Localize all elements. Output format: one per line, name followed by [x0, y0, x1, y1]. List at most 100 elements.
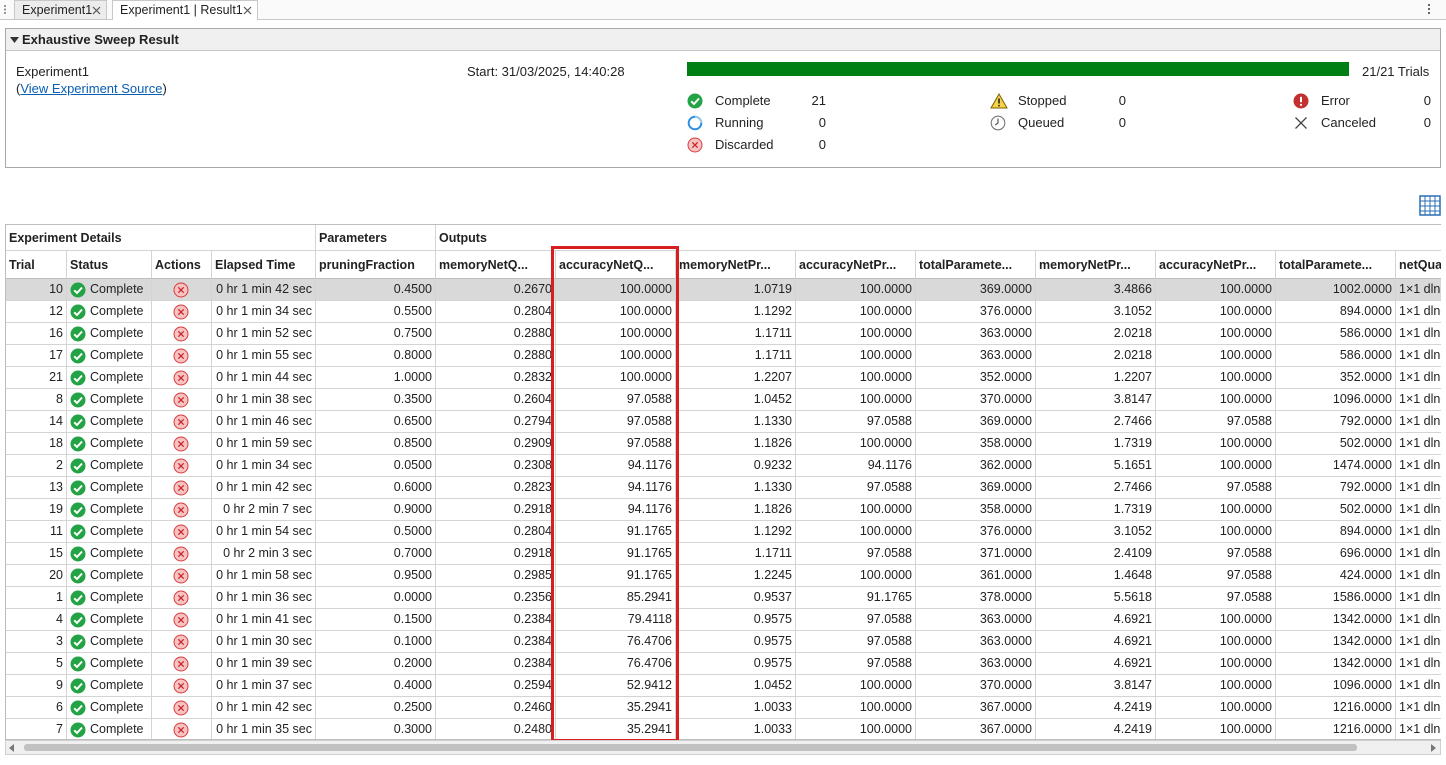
cell-text: 0 hr 1 min 37 sec [216, 678, 312, 692]
table-cell: 1.7319 [1036, 499, 1156, 521]
table-cell: Complete [67, 609, 152, 631]
table-cell: 3.8147 [1036, 675, 1156, 697]
actions-cell [152, 345, 212, 367]
table-row[interactable]: 18 Complete 0 hr 1 min 59 sec 0.8500 0.2909 9… [6, 433, 1441, 455]
table-cell: 1.2207 [1036, 367, 1156, 389]
cell-text: 0 hr 1 min 52 sec [216, 326, 312, 340]
discard-button[interactable] [173, 546, 189, 564]
actions-cell [152, 631, 212, 653]
table-row[interactable]: 12 Complete 0 hr 1 min 34 sec 0.5500 0.2804 1… [6, 301, 1441, 323]
discard-button[interactable] [173, 480, 189, 498]
tab[interactable]: Experiment1 [14, 0, 107, 19]
discard-button[interactable] [173, 436, 189, 454]
status-icon [687, 115, 703, 134]
source-link[interactable]: View Experiment Source [20, 81, 163, 96]
column-header: Actions [152, 251, 212, 279]
table-row[interactable]: 5 Complete 0 hr 1 min 39 sec 0.2000 0.2384 76… [6, 653, 1441, 675]
discard-button[interactable] [173, 458, 189, 476]
scroll-thumb[interactable] [24, 744, 1357, 751]
discard-button[interactable] [173, 502, 189, 520]
cell-text: 0 hr 1 min 42 sec [216, 282, 312, 296]
discard-button[interactable] [173, 304, 189, 322]
discard-button[interactable] [173, 678, 189, 696]
table-row[interactable]: 11 Complete 0 hr 1 min 54 sec 0.5000 0.2804 9… [6, 521, 1441, 543]
table-row[interactable]: 13 Complete 0 hr 1 min 42 sec 0.6000 0.2823 9… [6, 477, 1441, 499]
table-row[interactable]: 1 Complete 0 hr 1 min 36 sec 0.0000 0.2356 85… [6, 587, 1441, 609]
table-row[interactable]: 7 Complete 0 hr 1 min 35 sec 0.3000 0.2480 35… [6, 719, 1441, 739]
table-row[interactable]: 10 Complete 0 hr 1 min 42 sec 0.4500 0.2670 1… [6, 279, 1441, 301]
table-cell: 1.0033 [676, 719, 796, 739]
table-cell: 100.0000 [796, 301, 916, 323]
discard-button[interactable] [173, 700, 189, 718]
panel-header[interactable]: Exhaustive Sweep Result [6, 29, 1440, 51]
table-row[interactable]: 14 Complete 0 hr 1 min 46 sec 0.6500 0.2794 9… [6, 411, 1441, 433]
table-cell: 0.2384 [436, 631, 556, 653]
table-cell: 2 [6, 455, 67, 477]
cell-text: 1×1 dlne [1399, 590, 1441, 604]
table-row[interactable]: 17 Complete 0 hr 1 min 55 sec 0.8000 0.2880 1… [6, 345, 1441, 367]
discard-button[interactable] [173, 326, 189, 344]
status-count: 0 [818, 137, 826, 152]
table-row[interactable]: 3 Complete 0 hr 1 min 30 sec 0.1000 0.2384 76… [6, 631, 1441, 653]
cell-text: 1×1 dlne [1399, 524, 1441, 538]
more-icon[interactable] [1427, 3, 1431, 15]
close-icon[interactable] [243, 6, 252, 15]
discard-button[interactable] [173, 348, 189, 366]
table-cell: 1×1 dlne [1396, 521, 1441, 543]
discard-button[interactable] [173, 656, 189, 674]
table-cell: 0.0500 [316, 455, 436, 477]
discard-button[interactable] [173, 414, 189, 432]
status-label: Running [715, 115, 764, 130]
cell-text: 100.0000 [859, 348, 912, 362]
complete-icon-graphic [70, 326, 86, 342]
status-text: Complete [90, 370, 144, 384]
cell-text: 97.0588 [626, 436, 672, 450]
table-cell: 1342.0000 [1276, 653, 1396, 675]
cell-text: 97.0588 [866, 612, 912, 626]
cell-text: 0.7500 [393, 326, 432, 340]
discard-button[interactable] [173, 524, 189, 542]
cell-text: 1×1 dlne [1399, 392, 1441, 406]
column-header: totalParamete... [1276, 251, 1396, 279]
table-cell: 0.9232 [676, 455, 796, 477]
cell-text: 1.2245 [753, 568, 792, 582]
table-row[interactable]: 4 Complete 0 hr 1 min 41 sec 0.1500 0.2384 79… [6, 609, 1441, 631]
table-cell: 100.0000 [796, 719, 916, 739]
table-row[interactable]: 21 Complete 0 hr 1 min 44 sec 1.0000 0.2832 1… [6, 367, 1441, 389]
table-layout-icon[interactable] [1419, 195, 1441, 216]
scrollbar[interactable] [5, 740, 1441, 755]
table-cell: 10 [6, 279, 67, 301]
table-row[interactable]: 2 Complete 0 hr 1 min 34 sec 0.0500 0.2308 94… [6, 455, 1441, 477]
table-row[interactable]: 19 Complete 0 hr 2 min 7 sec 0.9000 0.2918 94… [6, 499, 1441, 521]
discard-button[interactable] [173, 612, 189, 630]
cell-text: 4.2419 [1113, 722, 1152, 736]
table-row[interactable]: 16 Complete 0 hr 1 min 52 sec 0.7500 0.2880 1… [6, 323, 1441, 345]
cell-text: 0.2000 [393, 656, 432, 670]
table-cell: 100.0000 [556, 323, 676, 345]
table-cell: 97.0588 [796, 653, 916, 675]
cell-text: 10 [49, 282, 63, 296]
table-row[interactable]: 20 Complete 0 hr 1 min 58 sec 0.9500 0.2985 9… [6, 565, 1441, 587]
discard-button[interactable] [173, 370, 189, 388]
tab[interactable]: Experiment1 | Result1 [112, 0, 258, 20]
collapse-icon[interactable] [10, 37, 19, 43]
table-cell: 0 hr 1 min 39 sec [212, 653, 316, 675]
table-row[interactable]: 9 Complete 0 hr 1 min 37 sec 0.4000 0.2594 52… [6, 675, 1441, 697]
table-cell: 1×1 dlne [1396, 499, 1441, 521]
discard-button[interactable] [173, 590, 189, 608]
table-cell: 2.0218 [1036, 345, 1156, 367]
table-cell: 9 [6, 675, 67, 697]
cell-text: 19 [49, 502, 63, 516]
discard-button[interactable] [173, 568, 189, 586]
close-icon[interactable] [92, 6, 101, 15]
discard-button[interactable] [173, 392, 189, 410]
tab-menu-icon[interactable] [3, 4, 7, 15]
table-row[interactable]: 15 Complete 0 hr 2 min 3 sec 0.7000 0.2918 91… [6, 543, 1441, 565]
discard-button[interactable] [173, 282, 189, 300]
cell-text: 3 [56, 634, 63, 648]
table-row[interactable]: 6 Complete 0 hr 1 min 42 sec 0.2500 0.2460 35… [6, 697, 1441, 719]
table-row[interactable]: 8 Complete 0 hr 1 min 38 sec 0.3500 0.2604 97… [6, 389, 1441, 411]
discard-button[interactable] [173, 634, 189, 652]
cell-text: 586.0000 [1339, 326, 1392, 340]
discard-button[interactable] [173, 722, 189, 739]
